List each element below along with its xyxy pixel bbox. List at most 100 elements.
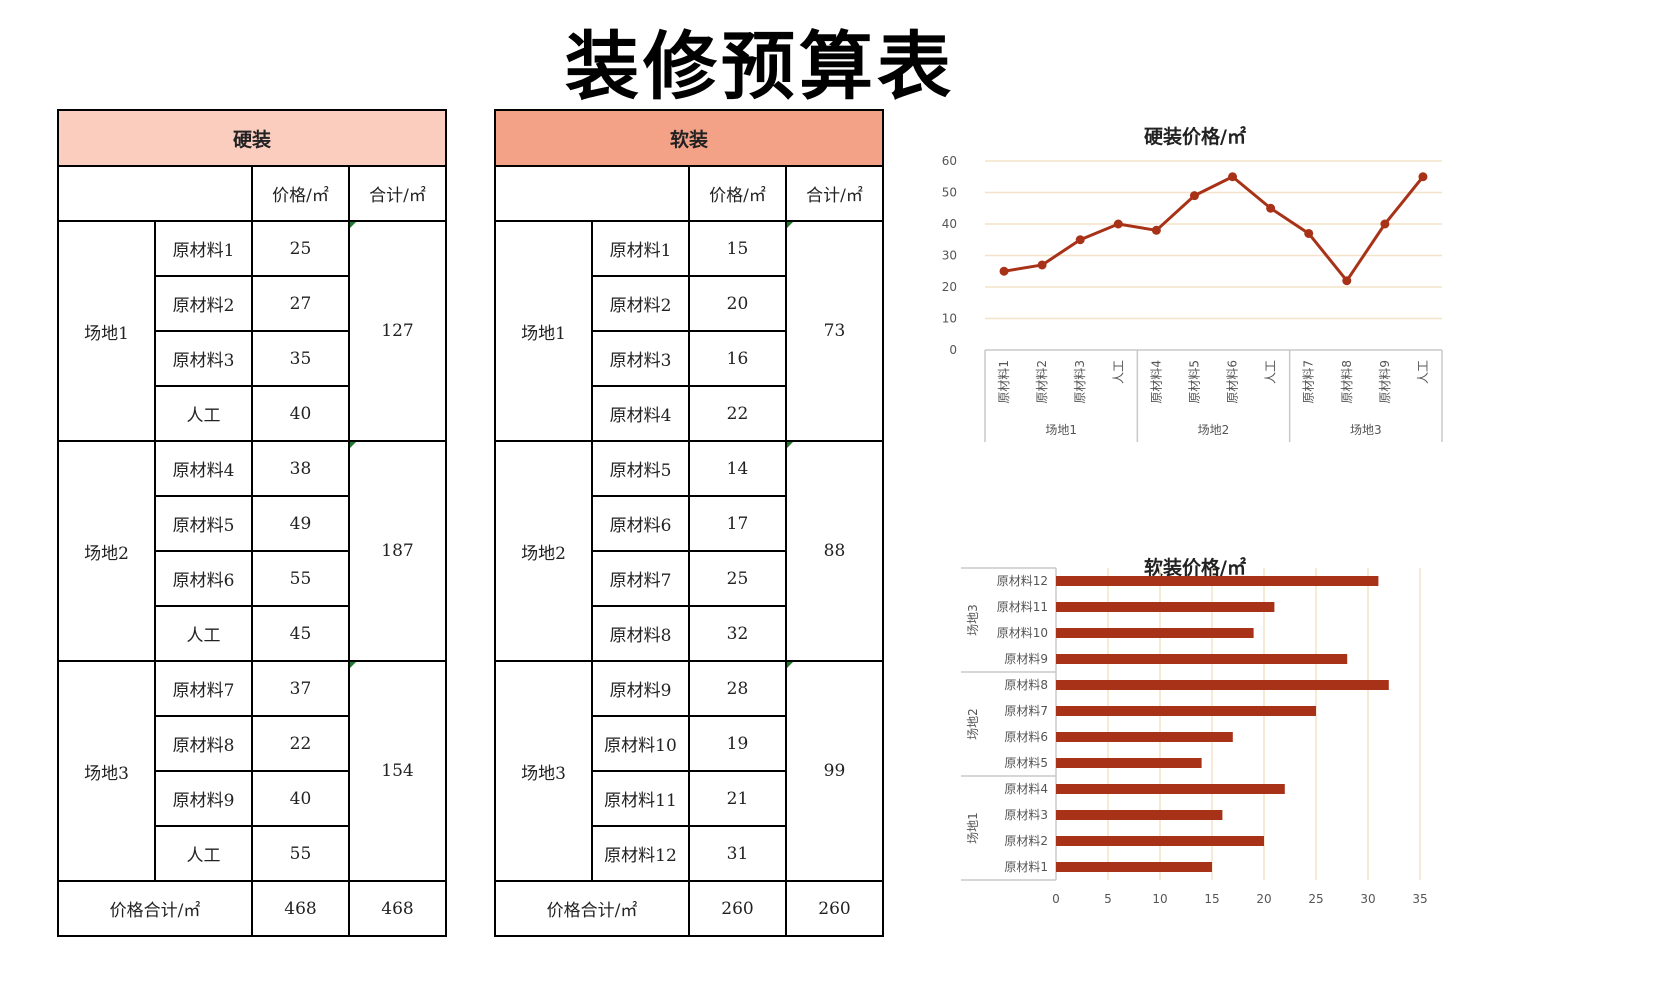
site-total-cell: 99 xyxy=(785,660,884,882)
site-total-cell: 154 xyxy=(348,660,447,882)
price-column-header: 价格/㎡ xyxy=(251,165,350,222)
blank-header-cell xyxy=(57,165,253,222)
item-name-cell: 原材料2 xyxy=(591,275,690,332)
item-price-cell: 14 xyxy=(688,440,787,497)
item-name-cell: 原材料9 xyxy=(154,770,253,827)
site-total-cell: 127 xyxy=(348,220,447,442)
data-point xyxy=(1151,225,1161,235)
data-point xyxy=(1189,191,1199,201)
bar xyxy=(1056,810,1223,820)
data-point xyxy=(1113,219,1123,229)
hard-budget-table: 硬装 价格/㎡ 合计/㎡ 场地1 原材料1 25 127 原材料2 27 原材料… xyxy=(57,109,447,937)
item-price-cell: 49 xyxy=(251,495,350,552)
item-price-cell: 38 xyxy=(251,440,350,497)
data-point xyxy=(1228,172,1238,182)
footer-total-sum-cell: 468 xyxy=(348,880,447,937)
y-tick-label: 60 xyxy=(942,154,957,168)
group-label: 场地1 xyxy=(1045,423,1077,437)
group-label: 场地3 xyxy=(966,604,980,636)
item-price-cell: 35 xyxy=(251,330,350,387)
site-total-cell: 187 xyxy=(348,440,447,662)
x-tick-label: 原材料2 xyxy=(1035,360,1049,404)
site-total-cell: 73 xyxy=(785,220,884,442)
y-tick-label: 10 xyxy=(942,312,957,326)
item-price-cell: 16 xyxy=(688,330,787,387)
site-total-value: 88 xyxy=(823,541,846,561)
item-price-cell: 37 xyxy=(251,660,350,717)
item-name-cell: 原材料2 xyxy=(154,275,253,332)
item-name-cell: 人工 xyxy=(154,825,253,882)
item-price-cell: 17 xyxy=(688,495,787,552)
formula-marker-icon xyxy=(787,442,793,448)
x-tick-label: 原材料5 xyxy=(1187,360,1201,404)
x-tick-label: 20 xyxy=(1256,892,1271,906)
chart-title: 软装价格/㎡ xyxy=(1144,556,1246,579)
item-name-cell: 原材料3 xyxy=(154,330,253,387)
y-tick-label: 50 xyxy=(942,186,957,200)
hard-header: 硬装 xyxy=(57,109,447,167)
data-point xyxy=(1037,260,1047,270)
site-cell: 场地3 xyxy=(57,660,156,882)
bar xyxy=(1056,758,1202,768)
bar xyxy=(1056,654,1348,664)
group-label: 场地2 xyxy=(966,708,980,740)
y-tick-label: 原材料12 xyxy=(997,574,1048,588)
item-price-cell: 15 xyxy=(688,220,787,277)
footer-price-sum-cell: 468 xyxy=(251,880,350,937)
bar xyxy=(1056,836,1264,846)
data-point xyxy=(1380,219,1390,229)
item-name-cell: 原材料1 xyxy=(154,220,253,277)
site-cell: 场地1 xyxy=(57,220,156,442)
site-total-cell: 88 xyxy=(785,440,884,662)
y-tick-label: 原材料3 xyxy=(1004,808,1048,822)
y-tick-label: 原材料1 xyxy=(1004,860,1048,874)
data-point xyxy=(1075,235,1085,245)
y-tick-label: 原材料9 xyxy=(1004,652,1048,666)
bar xyxy=(1056,706,1316,716)
item-name-cell: 原材料3 xyxy=(591,330,690,387)
y-tick-label: 原材料5 xyxy=(1004,756,1048,770)
item-price-cell: 40 xyxy=(251,770,350,827)
y-tick-label: 原材料2 xyxy=(1004,834,1048,848)
item-name-cell: 人工 xyxy=(154,605,253,662)
item-name-cell: 原材料8 xyxy=(591,605,690,662)
y-tick-label: 原材料11 xyxy=(997,600,1048,614)
soft-budget-table: 软装 价格/㎡ 合计/㎡ 场地1 原材料1 15 73 原材料2 20 原材料3… xyxy=(494,109,884,937)
item-price-cell: 28 xyxy=(688,660,787,717)
y-tick-label: 30 xyxy=(942,249,957,263)
item-price-cell: 19 xyxy=(688,715,787,772)
site-total-value: 73 xyxy=(823,321,846,341)
item-name-cell: 原材料7 xyxy=(154,660,253,717)
item-price-cell: 32 xyxy=(688,605,787,662)
soft-price-bar-chart-svg: 软装价格/㎡ 0 5 10 15 20 25 30 35 场地1 场地2 场地3 原材料1 原材料2 原材… xyxy=(961,556,1428,906)
item-price-cell: 45 xyxy=(251,605,350,662)
x-tick-label: 原材料4 xyxy=(1149,360,1163,404)
hard-price-line-chart-svg: 硬装价格/㎡ 0 10 20 30 40 50 60 场地1 场地2 场地3 原材料1 原材料2 原材料… xyxy=(942,125,1443,442)
soft-header: 软装 xyxy=(494,109,884,167)
item-name-cell: 原材料4 xyxy=(591,385,690,442)
data-point xyxy=(1266,203,1276,213)
data-point xyxy=(999,266,1009,276)
x-tick-label: 原材料3 xyxy=(1073,360,1087,404)
data-point xyxy=(1418,172,1428,182)
x-tick-label: 人工 xyxy=(1416,360,1430,384)
bar xyxy=(1056,732,1233,742)
item-name-cell: 原材料4 xyxy=(154,440,253,497)
item-price-cell: 22 xyxy=(251,715,350,772)
item-name-cell: 原材料10 xyxy=(591,715,690,772)
item-name-cell: 原材料11 xyxy=(591,770,690,827)
y-tick-label: 0 xyxy=(949,343,957,357)
item-price-cell: 20 xyxy=(688,275,787,332)
total-column-header: 合计/㎡ xyxy=(348,165,447,222)
item-name-cell: 原材料7 xyxy=(591,550,690,607)
site-cell: 场地3 xyxy=(494,660,593,882)
group-label: 场地2 xyxy=(1198,423,1230,437)
formula-marker-icon xyxy=(350,662,356,668)
site-cell: 场地2 xyxy=(57,440,156,662)
site-total-value: 154 xyxy=(381,761,414,781)
formula-marker-icon xyxy=(350,442,356,448)
item-price-cell: 55 xyxy=(251,550,350,607)
y-tick-label: 40 xyxy=(942,217,957,231)
footer-label-cell: 价格合计/㎡ xyxy=(494,880,690,937)
x-tick-label: 原材料1 xyxy=(997,360,1011,404)
